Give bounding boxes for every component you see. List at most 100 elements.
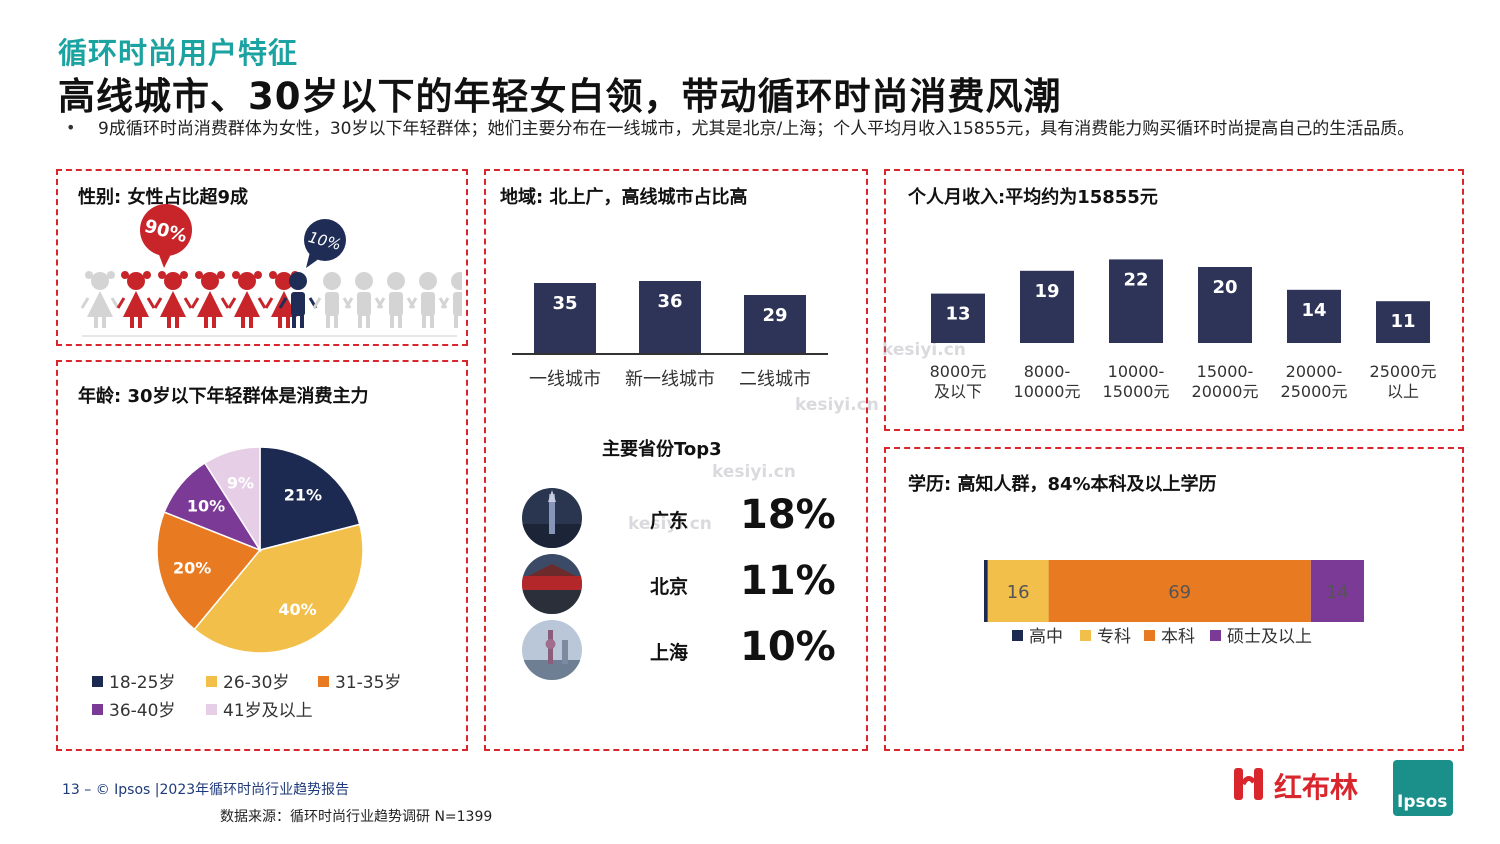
legend-item: 硕士及以上 — [1210, 622, 1312, 647]
education-segment-label: 16 — [1007, 582, 1030, 603]
income-panel — [884, 169, 1464, 431]
income-bar — [1376, 301, 1430, 343]
region-panel — [484, 169, 868, 751]
province-row: 北京 11% — [522, 554, 842, 616]
legend-label: 36-40岁 — [109, 701, 176, 721]
legend-label: 高中 — [1029, 627, 1063, 647]
watermark: kesiyi.cn — [882, 340, 966, 360]
income-category-label: 15000- — [1197, 362, 1254, 381]
education-stacked-bar: 16 69 14 — [984, 560, 1364, 622]
pie-slice — [259, 446, 361, 551]
income-bar-value: 14 — [1301, 300, 1326, 321]
income-bar-value: 13 — [945, 304, 970, 325]
pie-slice-label: 9% — [227, 474, 254, 493]
income-category-label: 15000元 — [1103, 382, 1170, 401]
legend-label: 41岁及以上 — [223, 701, 313, 721]
education-segment — [1048, 560, 1311, 622]
income-bar-value: 11 — [1390, 311, 1415, 332]
education-segment — [984, 560, 988, 622]
hongbulin-logo: 红布林 — [1232, 762, 1372, 806]
female-icon — [80, 271, 120, 328]
legend-label: 专科 — [1097, 627, 1131, 647]
top3-title: 主要省份Top3 — [602, 439, 722, 460]
male-icon — [440, 272, 462, 328]
income-bar-value: 22 — [1123, 269, 1148, 290]
region-bar — [639, 281, 701, 353]
income-category-label: 25000元 — [1281, 382, 1348, 401]
legend-swatch — [1144, 630, 1155, 641]
income-category-label: 以上 — [1387, 382, 1419, 401]
legend-item: 41岁及以上 — [206, 696, 313, 721]
education-legend: 高中 专科 本科 硕士及以上 — [1012, 622, 1392, 648]
region-bar-value: 29 — [762, 305, 787, 326]
legend-label: 硕士及以上 — [1227, 627, 1312, 647]
income-bar-value: 19 — [1034, 281, 1059, 302]
pie-slice — [193, 523, 364, 654]
legend-label: 18-25岁 — [109, 673, 176, 693]
speech-bubble-tail-icon — [158, 252, 172, 268]
legend-swatch — [92, 676, 103, 687]
watermark: kesiyi.cn — [712, 462, 796, 482]
province-pct: 18% — [740, 492, 836, 538]
female-icon — [190, 271, 230, 328]
province-row: 上海 10% — [522, 620, 842, 682]
income-category-label: 8000- — [1024, 362, 1071, 381]
summary-bullet: 9成循环时尚消费群体为女性，30岁以下年轻群体；她们主要分布在一线城市，尤其是北… — [98, 119, 1415, 139]
income-bar — [931, 293, 985, 343]
legend-item: 36-40岁 — [92, 696, 175, 721]
legend-swatch — [1012, 630, 1023, 641]
female-icon — [116, 271, 156, 328]
region-bar-chart: 35 一线城市 36 新一线城市 29 二线城市 — [512, 281, 828, 390]
province-pct: 10% — [740, 624, 836, 670]
education-title: 学历: 高知人群，84%本科及以上学历 — [908, 474, 1217, 495]
brand-name: 红布林 — [1274, 771, 1359, 804]
speech-bubble-icon — [304, 219, 346, 261]
education-segment-label: 69 — [1168, 582, 1191, 603]
legend-swatch — [206, 676, 217, 687]
pie-slice-label: 21% — [284, 486, 322, 505]
region-bar — [744, 295, 806, 353]
region-bar — [534, 283, 596, 353]
page-footer: 13 – © Ipsos |2023年循环时尚行业趋势报告 — [62, 782, 350, 798]
male-icon — [408, 272, 448, 328]
gender-title: 性别: 女性占比超9成 — [78, 187, 248, 208]
income-category-label: 10000- — [1108, 362, 1165, 381]
income-category-label: 及以下 — [934, 382, 982, 401]
education-segment — [1310, 560, 1364, 622]
legend-swatch — [1080, 630, 1091, 641]
income-bar — [1198, 267, 1252, 343]
ipsos-logo: Ipsos — [1393, 760, 1453, 816]
legend-swatch — [318, 676, 329, 687]
income-category-label: 25000元 — [1370, 362, 1437, 381]
gender-pictogram: 90% 10% — [80, 204, 462, 337]
male-icon — [376, 272, 416, 328]
region-category-label: 一线城市 — [529, 369, 601, 390]
watermark: kesiyi.cn — [795, 395, 879, 415]
section-kicker: 循环时尚用户特征 — [58, 36, 299, 70]
legend-item: 26-30岁 — [206, 668, 289, 693]
legend-item: 专科 — [1080, 622, 1131, 647]
province-name: 上海 — [650, 642, 689, 664]
page-title: 高线城市、30岁以下的年轻女白领，带动循环时尚消费风潮 — [58, 75, 1062, 118]
education-segment — [987, 560, 1049, 622]
legend-swatch — [92, 704, 103, 715]
female-icon — [153, 271, 193, 328]
region-bar-value: 35 — [552, 293, 577, 314]
watermark: kesiyi.cn — [628, 514, 712, 534]
income-title: 个人月收入:平均约为15855元 — [908, 187, 1158, 208]
speech-bubble-icon — [140, 204, 192, 256]
legend-swatch — [206, 704, 217, 715]
income-bar-value: 20 — [1212, 277, 1237, 298]
legend-item: 高中 — [1012, 622, 1063, 647]
pie-slice-label: 40% — [278, 600, 316, 619]
legend-item: 31-35岁 — [318, 668, 401, 693]
brand-name-ipsos: Ipsos — [1397, 792, 1448, 812]
age-title: 年龄: 30岁以下年轻群体是消费主力 — [78, 386, 369, 407]
shanghai-photo-icon — [522, 620, 582, 680]
pie-slice-label: 20% — [173, 558, 211, 577]
region-title: 地域: 北上广，高线城市占比高 — [500, 187, 748, 208]
pie-slice — [156, 511, 262, 631]
income-category-label: 10000元 — [1014, 382, 1081, 401]
education-segment-label: 14 — [1326, 582, 1349, 603]
